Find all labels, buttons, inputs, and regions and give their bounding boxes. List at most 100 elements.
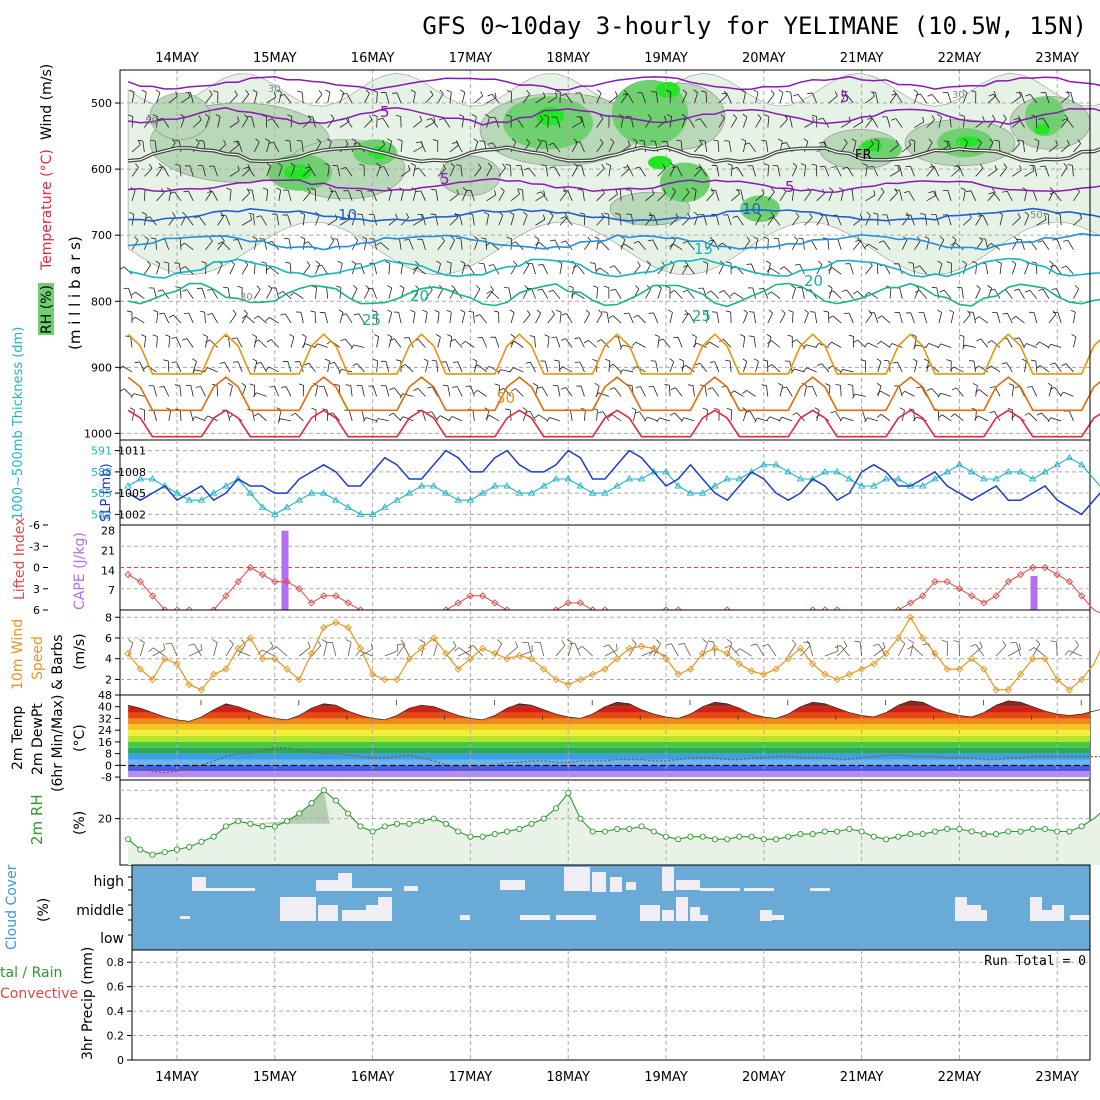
wind10-barb-flag xyxy=(702,639,708,644)
date-label: 14MAY xyxy=(155,1070,199,1085)
wind-barb-flag xyxy=(455,237,461,240)
wind-barb xyxy=(596,192,605,202)
wind-barb xyxy=(339,312,344,324)
wind10-barb xyxy=(604,649,618,657)
rh2m-marker xyxy=(821,828,828,835)
wind-barb xyxy=(837,239,842,250)
wind-barb xyxy=(1067,239,1074,250)
wind-barb-flag xyxy=(1064,114,1069,120)
wind-barb-flag xyxy=(480,237,486,240)
wind-barb xyxy=(388,336,393,348)
wind-barb xyxy=(483,263,488,275)
wind-barb-flag xyxy=(422,309,428,313)
wind-barb-flag xyxy=(341,92,347,95)
thickness-marker xyxy=(1041,468,1049,475)
wind-barb xyxy=(771,291,781,299)
wind-barb-flag xyxy=(451,285,456,290)
wind-barb-flag xyxy=(989,288,995,291)
wind-barb xyxy=(749,411,756,422)
wind-barb xyxy=(168,409,172,421)
wind-barb-flag xyxy=(790,368,795,374)
wind-barb-flag xyxy=(706,290,712,294)
wind-barb-flag xyxy=(387,333,392,338)
wind-barb xyxy=(350,385,353,397)
wind-barb xyxy=(456,386,463,397)
wind10-barb-flag xyxy=(655,639,661,645)
wind-barb xyxy=(904,390,915,397)
wind-barb xyxy=(451,416,463,422)
wind-barb xyxy=(982,215,989,226)
wind-barb-flag xyxy=(703,309,708,313)
wind10-barb xyxy=(237,650,251,657)
wind-barb-flag xyxy=(435,334,441,338)
contour-label: 30 xyxy=(496,389,515,407)
temp-band xyxy=(128,765,1090,772)
wind-barb xyxy=(486,97,497,104)
wind-barb-flag xyxy=(764,114,770,117)
wind-barb xyxy=(559,312,562,324)
wind-barb-flag xyxy=(797,237,804,240)
wind-barb-flag xyxy=(937,260,943,264)
wind-barb xyxy=(460,165,463,177)
wind-barb xyxy=(659,417,671,422)
wind-barb-flag xyxy=(232,239,238,241)
wind-barb-flag xyxy=(1007,407,1013,411)
wind-barb xyxy=(619,189,622,201)
ylabel-thickness: 1000~500mb Thickness (dm) xyxy=(11,327,26,520)
wind-barb xyxy=(726,92,732,104)
wind-barb-flag xyxy=(663,115,667,121)
wind-barb xyxy=(549,417,561,422)
wind10-barb-flag xyxy=(188,643,195,646)
wind-barb-flag xyxy=(382,139,386,145)
wind10-barb xyxy=(299,646,311,657)
wind-barb xyxy=(399,238,402,250)
rh2m-marker xyxy=(919,831,926,838)
wind-barb xyxy=(833,290,842,299)
wind-barb-flag xyxy=(972,383,978,386)
wind-barb-flag xyxy=(1035,365,1041,369)
wind-barb-flag xyxy=(668,243,674,248)
wind-barb-flag xyxy=(413,167,419,171)
wind-barb xyxy=(154,140,157,152)
wind-barb-flag xyxy=(915,93,921,96)
wind-barb-flag xyxy=(828,315,834,319)
wind-barb xyxy=(755,92,759,104)
wind-barb xyxy=(289,140,292,152)
wind-barb-flag xyxy=(742,113,748,118)
wind-barb-flag xyxy=(134,236,139,241)
date-label: 16MAY xyxy=(351,1070,395,1085)
wind-barb xyxy=(755,361,759,373)
wind-barb xyxy=(709,341,720,348)
thickness-marker xyxy=(393,496,401,503)
tick-label: -6 xyxy=(29,519,40,532)
wind-barb-flag xyxy=(460,89,466,93)
ylabel-temp-unit: (°C) xyxy=(72,724,88,752)
wind10-barb xyxy=(421,642,425,657)
ylabel-lifted-index: Lifted Index xyxy=(12,518,28,600)
wind-barb-flag xyxy=(243,114,248,119)
wind-barb-flag xyxy=(135,163,139,168)
wind-barb xyxy=(186,338,194,348)
thickness-marker xyxy=(588,489,597,496)
wind10-marker xyxy=(466,655,475,663)
wind-barb xyxy=(402,393,414,397)
wind-barb xyxy=(1036,141,1040,153)
wind-barb-flag xyxy=(714,407,720,411)
wind-barb-flag xyxy=(205,113,210,118)
wind-barb xyxy=(1048,314,1057,324)
wind-barb-flag xyxy=(330,114,335,119)
ylabel-cape: CAPE (J/kg) xyxy=(72,532,88,610)
wind-barb xyxy=(755,193,765,202)
wind10-marker xyxy=(552,675,560,684)
wind-barb-flag xyxy=(452,386,458,388)
wind-barb xyxy=(229,385,233,397)
wind-barb xyxy=(674,290,683,299)
thickness-marker xyxy=(613,482,621,489)
wind-barb-flag xyxy=(1066,139,1070,145)
wind-barb-flag xyxy=(847,383,853,386)
wind-barb-flag xyxy=(506,90,512,93)
li-marker xyxy=(222,592,230,600)
wind-barb xyxy=(1012,217,1021,226)
wind-barb xyxy=(498,167,506,177)
